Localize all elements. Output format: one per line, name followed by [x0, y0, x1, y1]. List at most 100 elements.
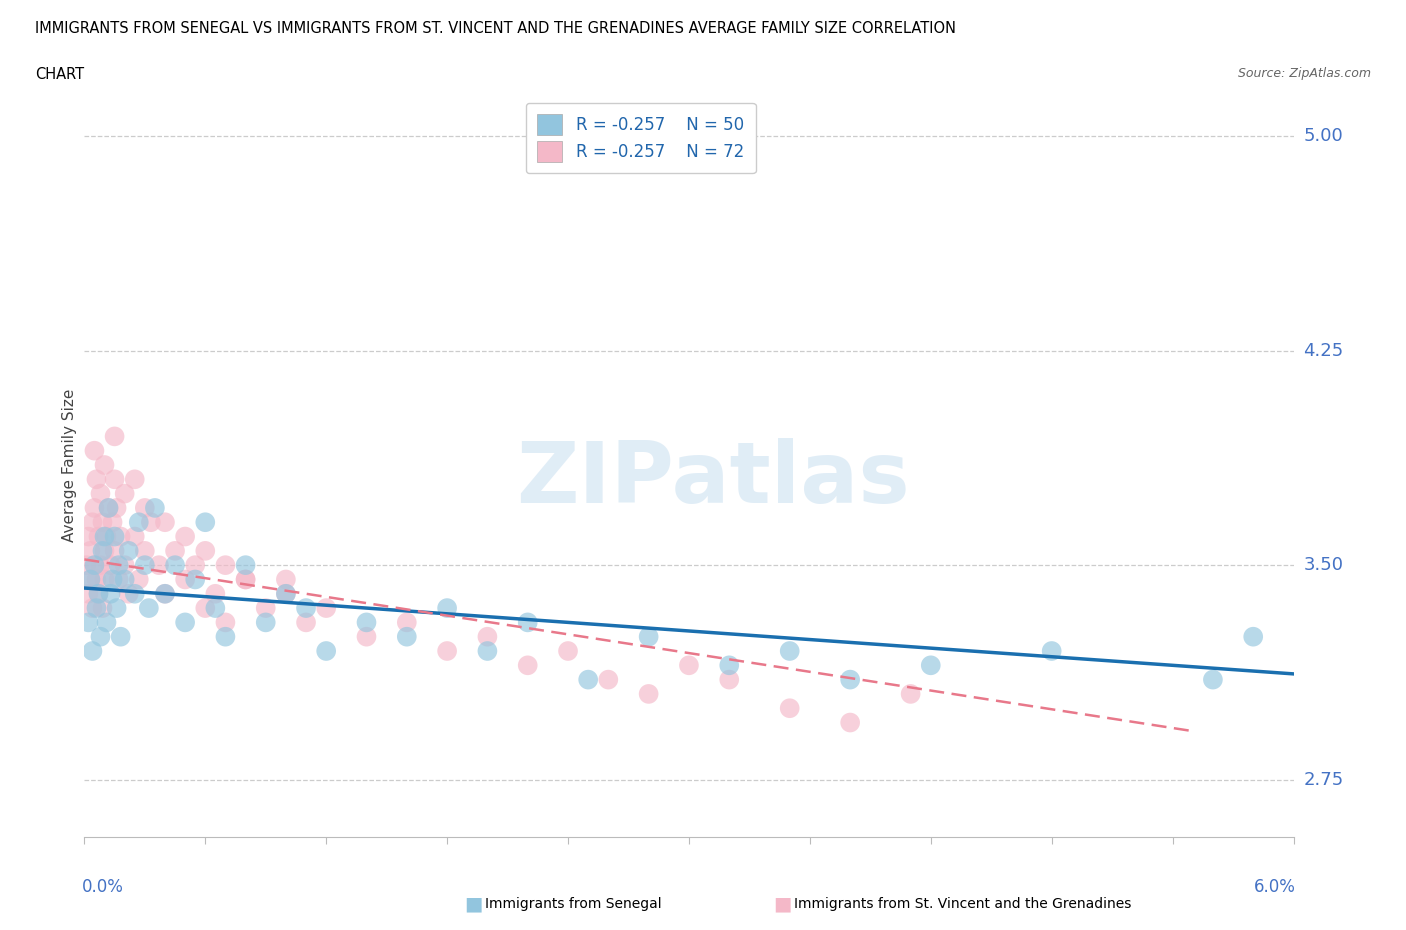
Point	[235, 572, 257, 587]
Point	[315, 601, 337, 616]
Point	[143, 500, 166, 515]
Point	[86, 601, 108, 616]
Point	[82, 515, 104, 530]
Text: IMMIGRANTS FROM SENEGAL VS IMMIGRANTS FROM ST. VINCENT AND THE GRENADINES AVERAG: IMMIGRANTS FROM SENEGAL VS IMMIGRANTS FR…	[35, 21, 956, 36]
Point	[194, 543, 217, 558]
Point	[124, 529, 146, 544]
Point	[839, 672, 862, 687]
Point	[516, 615, 538, 630]
Text: 4.25: 4.25	[1303, 341, 1344, 360]
Point	[91, 601, 114, 616]
Point	[79, 572, 101, 587]
Point	[174, 615, 197, 630]
Point	[395, 630, 418, 644]
Legend: R = -0.257    N = 50, R = -0.257    N = 72: R = -0.257 N = 50, R = -0.257 N = 72	[526, 103, 755, 174]
Point	[214, 630, 236, 644]
Point	[779, 644, 801, 658]
Point	[97, 500, 120, 515]
Point	[163, 543, 186, 558]
Point	[254, 601, 277, 616]
Point	[114, 486, 136, 501]
Point	[82, 601, 104, 616]
Point	[101, 515, 124, 530]
Point	[124, 586, 146, 601]
Point	[557, 644, 579, 658]
Point	[89, 558, 111, 573]
Point	[79, 572, 101, 587]
Point	[214, 558, 236, 573]
Point	[89, 630, 111, 644]
Point	[96, 615, 118, 630]
Text: Immigrants from St. Vincent and the Grenadines: Immigrants from St. Vincent and the Gren…	[794, 897, 1132, 911]
Point	[86, 472, 108, 486]
Point	[274, 572, 297, 587]
Point	[100, 586, 122, 601]
Point	[110, 630, 132, 644]
Point	[93, 572, 115, 587]
Point	[107, 572, 129, 587]
Point	[104, 429, 127, 444]
Point	[114, 558, 136, 573]
Point	[139, 515, 162, 530]
Point	[184, 572, 207, 587]
Text: 0.0%: 0.0%	[82, 878, 124, 896]
Point	[82, 644, 104, 658]
Point	[91, 543, 114, 558]
Point	[194, 515, 217, 530]
Point	[477, 630, 499, 644]
Point	[86, 572, 108, 587]
Point	[134, 500, 156, 515]
Point	[153, 586, 176, 601]
Point	[83, 444, 105, 458]
Text: 2.75: 2.75	[1303, 771, 1344, 789]
Point	[89, 486, 111, 501]
Point	[637, 686, 659, 701]
Point	[204, 586, 226, 601]
Point	[254, 615, 277, 630]
Point	[356, 615, 378, 630]
Point	[576, 672, 599, 687]
Point	[93, 543, 115, 558]
Point	[274, 586, 297, 601]
Point	[138, 601, 160, 616]
Point	[114, 572, 136, 587]
Text: 3.50: 3.50	[1303, 556, 1343, 574]
Point	[124, 472, 146, 486]
Point	[315, 644, 337, 658]
Point	[104, 543, 127, 558]
Text: ■: ■	[773, 895, 792, 913]
Text: Source: ZipAtlas.com: Source: ZipAtlas.com	[1237, 67, 1371, 80]
Point	[477, 644, 499, 658]
Point	[637, 630, 659, 644]
Point	[436, 601, 458, 616]
Text: CHART: CHART	[35, 67, 84, 82]
Text: 5.00: 5.00	[1303, 126, 1343, 145]
Point	[1202, 672, 1225, 687]
Point	[104, 529, 127, 544]
Point	[214, 615, 236, 630]
Point	[235, 572, 257, 587]
Point	[96, 529, 118, 544]
Point	[134, 558, 156, 573]
Point	[104, 472, 127, 486]
Point	[148, 558, 170, 573]
Point	[174, 529, 197, 544]
Text: ■: ■	[464, 895, 482, 913]
Point	[107, 558, 129, 573]
Point	[77, 615, 100, 630]
Point	[718, 658, 741, 672]
Point	[598, 672, 620, 687]
Point	[110, 529, 132, 544]
Point	[174, 572, 197, 587]
Point	[79, 543, 101, 558]
Point	[75, 558, 97, 573]
Point	[718, 672, 741, 687]
Point	[97, 500, 120, 515]
Point	[77, 529, 100, 544]
Y-axis label: Average Family Size: Average Family Size	[62, 389, 77, 541]
Point	[163, 558, 186, 573]
Text: ZIPatlas: ZIPatlas	[516, 438, 910, 522]
Point	[516, 658, 538, 672]
Point	[204, 601, 226, 616]
Point	[839, 715, 862, 730]
